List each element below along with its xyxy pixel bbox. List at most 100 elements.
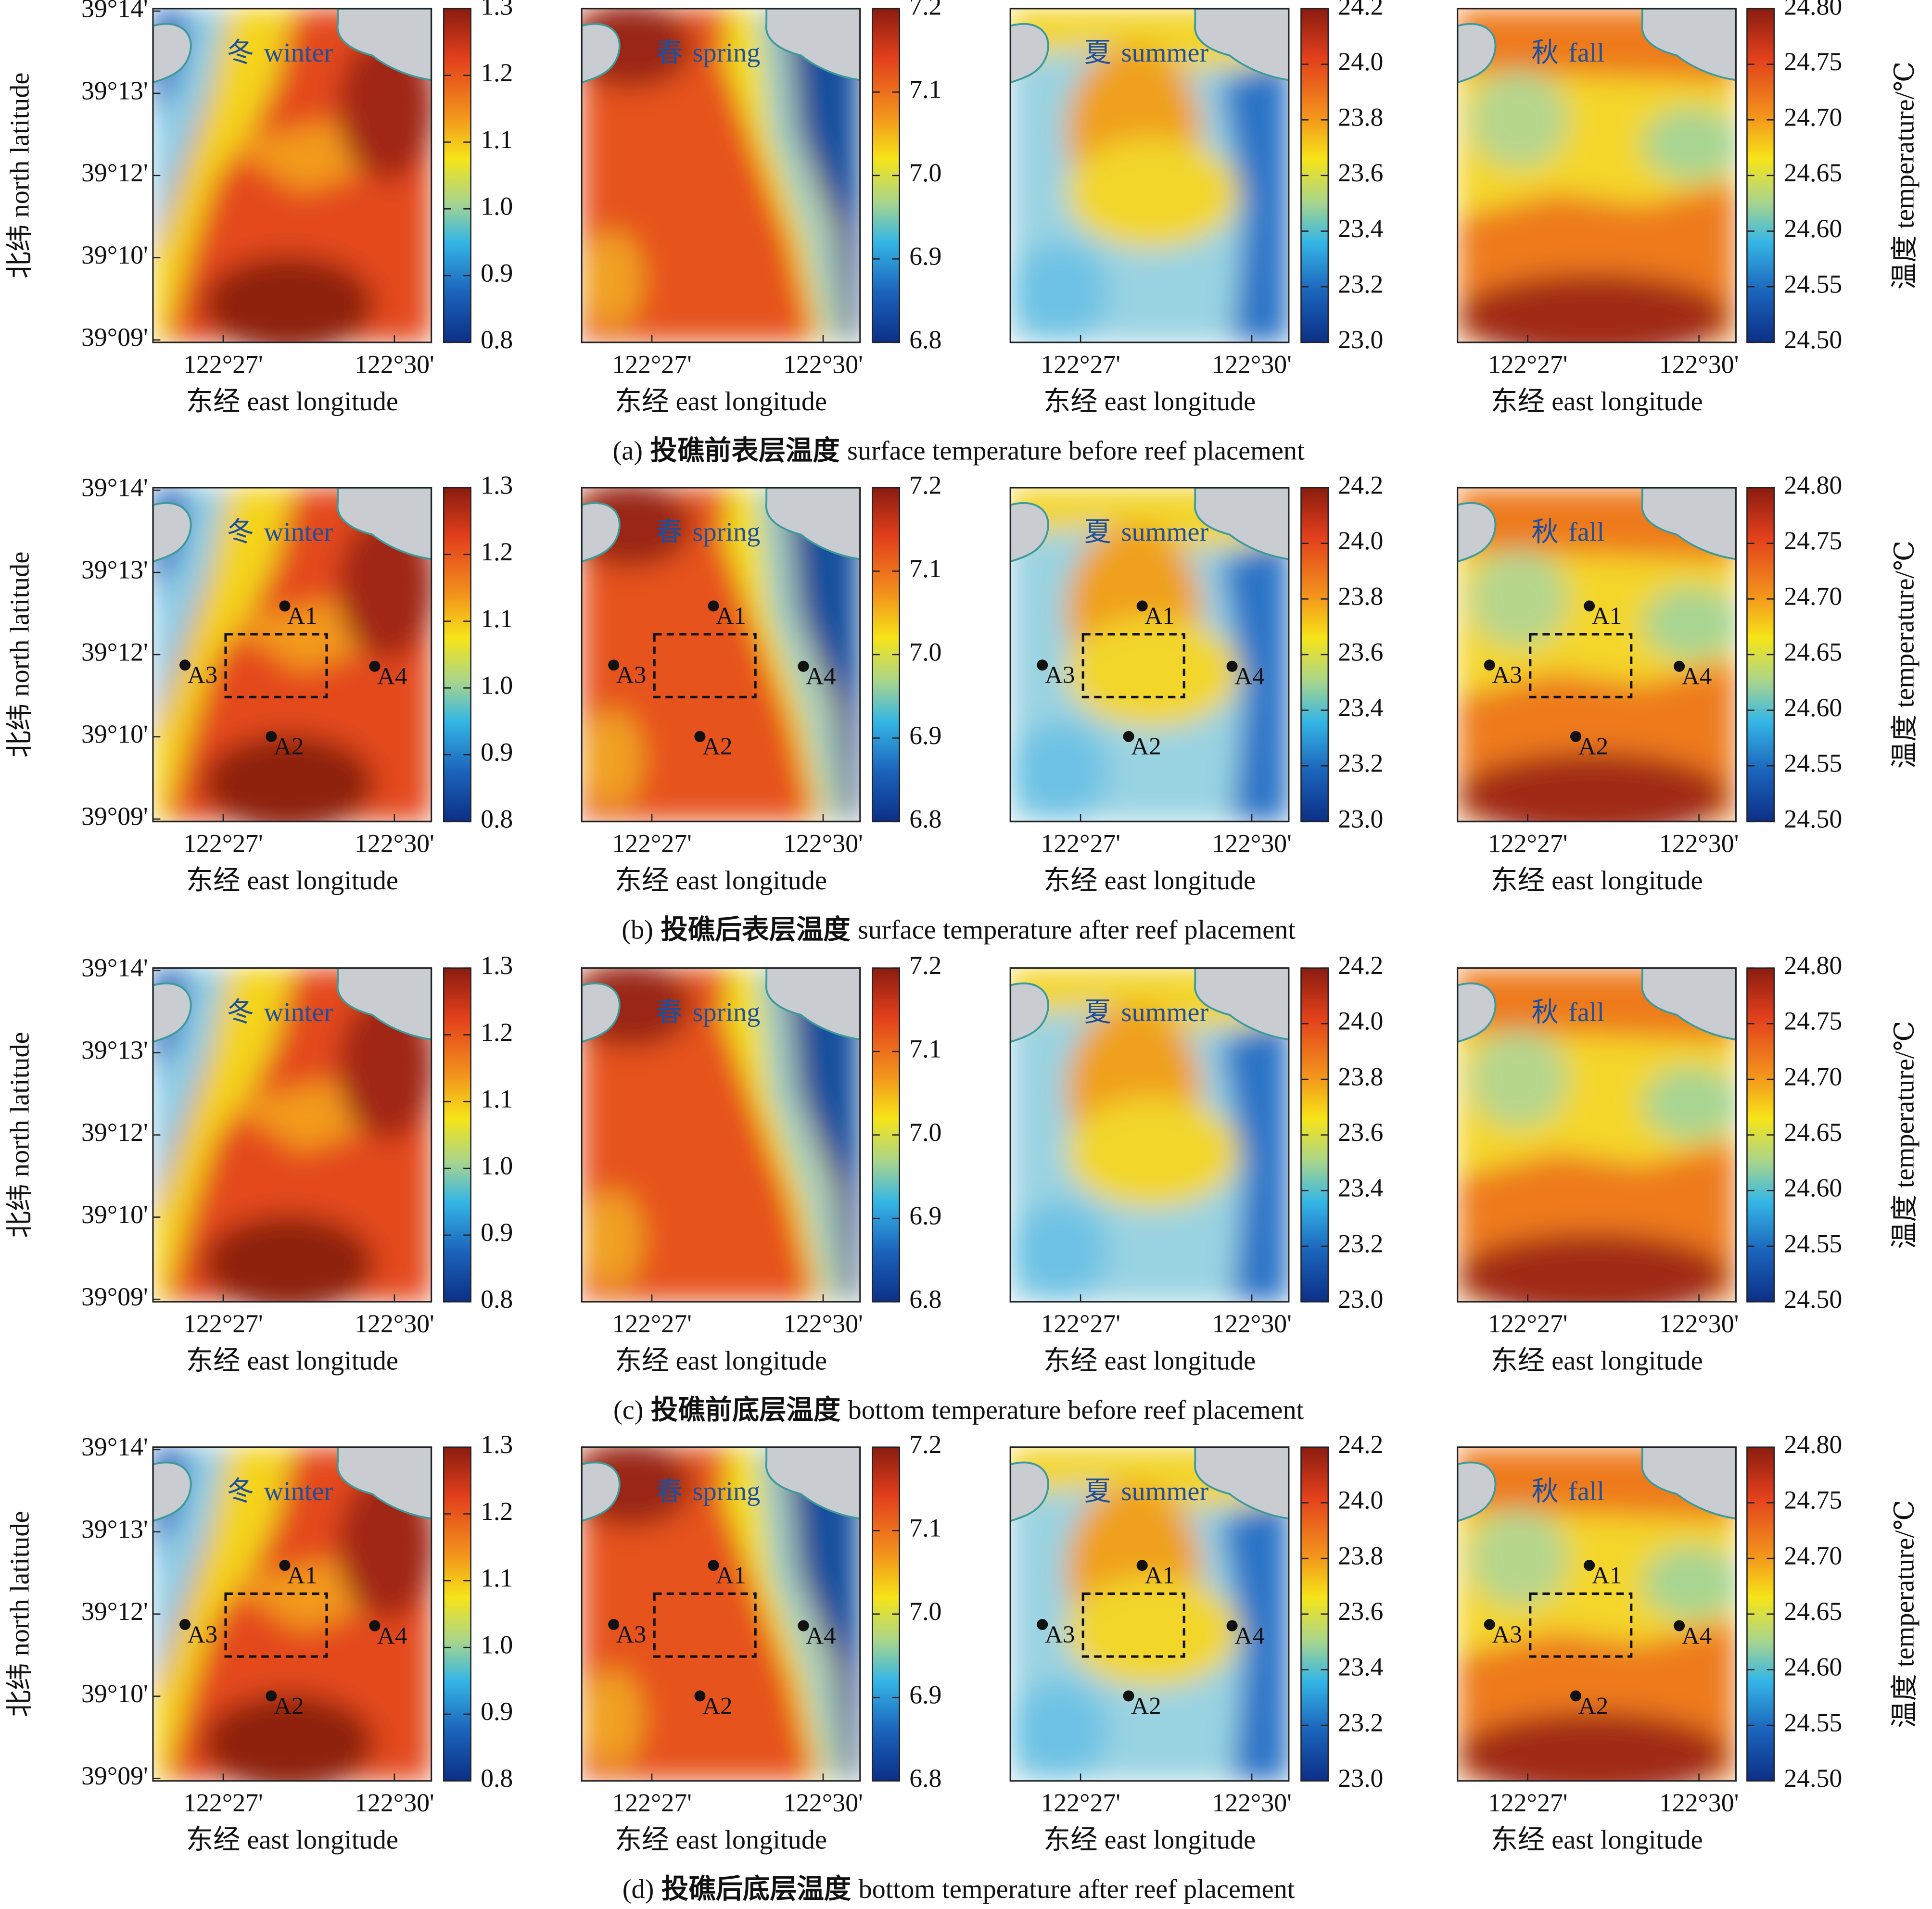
colorbar-tick-label: 1.3 [481, 951, 513, 980]
land [336, 968, 432, 1041]
site-dot [694, 1690, 706, 1702]
land [765, 1447, 860, 1520]
field [1010, 968, 1289, 1302]
field-patch [1642, 1545, 1736, 1620]
field-patch [1457, 273, 1729, 342]
x-tick-label: 122°30' [1659, 350, 1739, 379]
y-tick-label: 39°10' [81, 1679, 148, 1708]
season-en: spring [693, 38, 761, 68]
field-patch [153, 1447, 295, 1781]
map-frame [581, 967, 861, 1303]
y-tick-label: 39°13' [81, 1036, 148, 1064]
site-dot [1226, 660, 1238, 672]
season-label: 冬 winter [227, 1477, 333, 1506]
field-patch [760, 8, 840, 342]
colorbar-tick-label: 24.2 [1338, 951, 1383, 980]
caption-cn: 投礁后表层温度 [661, 914, 851, 945]
temperature-field [582, 8, 860, 342]
site-label: A3 [188, 661, 218, 689]
y-tick-label: 39°12' [81, 637, 148, 666]
field-patch [1457, 752, 1729, 822]
field [1457, 488, 1736, 822]
season-en: spring [693, 1477, 761, 1506]
site-label: A4 [806, 663, 836, 690]
site-dot [179, 659, 191, 671]
colorbar-tick-label: 24.80 [1784, 470, 1842, 499]
map-panel: 冬 winter A1 A2 A3 A4 122°27' 122°30' 东经 east lon… [5, 470, 513, 896]
caption-en: surface temperature before reef placemen… [847, 436, 1305, 466]
land [1641, 1447, 1736, 1520]
colorbar-tick-label: 7.2 [909, 1430, 941, 1459]
site-dot [1226, 1620, 1238, 1631]
temperature-field [582, 1447, 860, 1781]
site-label: A3 [1045, 661, 1075, 689]
field-patch [1066, 617, 1238, 728]
site-label: A1 [1592, 1562, 1622, 1589]
x-tick-label: 122°30' [1659, 829, 1739, 858]
map-frame [1009, 8, 1290, 343]
land [582, 502, 621, 563]
field-patch [153, 488, 295, 822]
field-patch [1220, 1496, 1289, 1781]
field-patch [778, 1447, 860, 1781]
map-panel: 春 spring 122°27' 122°30' 东经 east longitude 6.… [581, 951, 941, 1376]
x-tick-label: 122°27' [183, 1309, 263, 1338]
site-label: A4 [377, 1622, 407, 1649]
map-panel: 春 spring A1 A2 A3 A4 122°27' 122°30' 东经 east lon… [581, 1430, 941, 1855]
field-patch [1470, 1029, 1569, 1128]
site-label: A3 [616, 661, 647, 689]
colorbar-tick-label: 0.8 [481, 325, 513, 354]
field-patch [1457, 1233, 1729, 1302]
y-tick-label: 39°12' [81, 1597, 148, 1626]
season-cn: 冬 [227, 1477, 254, 1506]
season-en: spring [693, 517, 761, 547]
colorbar-tick-label: 6.9 [909, 1681, 941, 1709]
reef-area [653, 1592, 757, 1658]
colorbar-tick-label: 0.9 [481, 258, 513, 287]
colorbar-tick-label: 7.0 [909, 1597, 941, 1626]
x-tick-label: 122°30' [1212, 829, 1292, 858]
colorbar-tick-label: 7.1 [909, 1514, 941, 1542]
field-patch [202, 1214, 375, 1302]
season-cn: 春 [656, 1477, 683, 1506]
caption-en: surface temperature after reef placement [858, 915, 1296, 945]
season-cn: 秋 [1531, 1477, 1558, 1506]
site-label: A1 [716, 602, 746, 630]
colorbar-tick-label: 24.65 [1784, 637, 1842, 666]
colorbar-tick-label: 7.1 [909, 75, 941, 104]
colorbar-tick-label: 6.8 [909, 325, 941, 354]
site-dot [708, 1560, 719, 1571]
field-patch [153, 8, 295, 342]
y-tick-label: 39°14' [81, 1432, 148, 1461]
y-tick-label: 39°14' [81, 0, 148, 23]
field-patch [202, 734, 375, 822]
field-patch [1642, 586, 1736, 660]
colorbar-tick-label: 23.8 [1338, 103, 1383, 132]
map-panel: 秋 fall A1 A2 A3 A4 122°27' 122°30' 东经 east longi… [1457, 470, 1919, 896]
field-patch [778, 968, 860, 1302]
x-tick-label: 122°27' [1488, 829, 1568, 858]
x-axis-label: 东经 east longitude [1043, 1346, 1256, 1376]
map-panel: 夏 summer A1 A2 A3 A4 122°27' 122°30' 东经 east lon… [1009, 1430, 1384, 1855]
site-dot [179, 1618, 191, 1631]
x-tick-label: 122°27' [183, 1788, 263, 1817]
season-cn: 春 [656, 517, 683, 547]
field [1457, 1447, 1736, 1781]
site-label: A1 [1592, 602, 1622, 630]
y-tick-label: 39°09' [81, 1761, 148, 1790]
reef-area [653, 633, 757, 698]
season-cn: 春 [656, 998, 683, 1027]
colorbar-tick-label: 1.0 [481, 1151, 513, 1180]
reef-area [1529, 633, 1633, 698]
colorbar-tick-label: 6.9 [909, 1201, 941, 1230]
site-label: A2 [1578, 1692, 1609, 1719]
y-tick-label: 39°10' [81, 720, 148, 748]
colorbar-tick-label: 1.3 [481, 1430, 513, 1459]
field-patch [1642, 107, 1736, 181]
row-caption: (c) 投礁前底层温度 bottom temperature before reef… [613, 1395, 1304, 1425]
season-label: 夏 summer [1084, 517, 1209, 547]
field-patch [1066, 1097, 1238, 1208]
x-axis-label: 东经 east longitude [1490, 1346, 1703, 1376]
season-en: fall [1568, 517, 1604, 547]
x-tick-label: 122°27' [612, 1788, 692, 1817]
